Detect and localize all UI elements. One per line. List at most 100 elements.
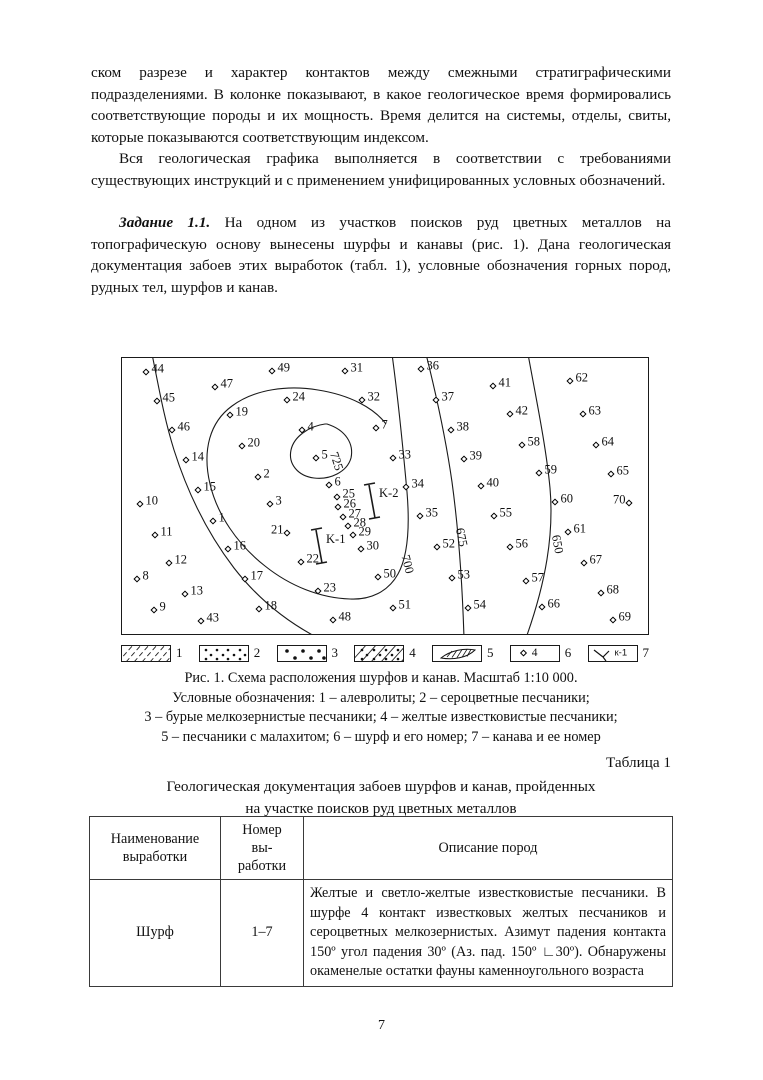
table-title-line-1: Геологическая документация забоев шурфов… bbox=[166, 778, 596, 795]
cell-rock-description: Желтые и светло-желтые известковистые пе… bbox=[303, 879, 673, 987]
survey-point: 60 bbox=[551, 492, 573, 507]
pit-marker-icon bbox=[566, 377, 574, 385]
legend-item-2: 2 bbox=[198, 644, 261, 662]
survey-point: 40 bbox=[477, 476, 499, 491]
survey-point-label: 68 bbox=[606, 582, 620, 597]
task-label: Задание 1.1. bbox=[119, 214, 211, 231]
survey-point-label: 14 bbox=[191, 449, 205, 464]
survey-point-label: 58 bbox=[527, 434, 541, 449]
survey-point-label: 22 bbox=[306, 551, 320, 566]
survey-point: 33 bbox=[389, 448, 411, 463]
survey-point: 55 bbox=[490, 506, 512, 521]
survey-point-label: 42 bbox=[515, 403, 529, 418]
contour-outer-left bbox=[152, 358, 312, 634]
col-header-name-l1: Наименование выработки bbox=[110, 831, 200, 865]
trench-marker-label: к-1 bbox=[614, 647, 628, 659]
pit-marker-icon bbox=[447, 426, 455, 434]
survey-point: 52 bbox=[433, 537, 455, 552]
legend-number-6: 6 bbox=[564, 645, 572, 660]
survey-point-label: 53 bbox=[457, 567, 471, 582]
survey-point: 61 bbox=[564, 522, 586, 537]
legend-swatch-trench-symbol: к-1 bbox=[587, 644, 638, 662]
pit-marker-icon bbox=[325, 481, 333, 489]
survey-point-label: 45 bbox=[162, 390, 176, 405]
survey-point: 58 bbox=[518, 435, 540, 450]
pit-marker-icon bbox=[238, 442, 246, 450]
pit-marker-icon bbox=[211, 383, 219, 391]
survey-point: 47 bbox=[211, 377, 233, 392]
legend-number-2: 2 bbox=[253, 645, 261, 660]
pit-marker-icon bbox=[314, 587, 322, 595]
survey-point-label: 41 bbox=[498, 375, 512, 390]
legend-swatch-lens-ore bbox=[432, 644, 482, 662]
survey-point-label: 51 bbox=[398, 597, 412, 612]
legend-number-3: 3 bbox=[331, 645, 339, 660]
pit-marker-icon bbox=[538, 603, 546, 611]
legend-swatch-dots-large bbox=[276, 644, 327, 662]
pit-marker-icon bbox=[224, 545, 232, 553]
figure-1: 725 700 675 650 K-2 K-1 44 45 46 47 49 31 36 41… bbox=[121, 357, 649, 635]
survey-point-label: 55 bbox=[499, 505, 513, 520]
geology-documentation-table: Наименование выработки Номер вы- работки… bbox=[89, 816, 673, 987]
pit-marker-icon bbox=[151, 531, 159, 539]
col-header-number-l3: работки bbox=[237, 858, 287, 874]
col-header-number-l1: Номер bbox=[242, 822, 282, 838]
pit-marker-icon bbox=[374, 573, 382, 581]
survey-point: 43 bbox=[197, 611, 219, 626]
table-title: Геологическая документация забоев шурфов… bbox=[91, 776, 671, 819]
survey-point-label: 21 bbox=[271, 522, 284, 537]
survey-point-label: 23 bbox=[323, 580, 337, 595]
cell-workings-name: Шурф bbox=[89, 879, 221, 987]
survey-point: 66 bbox=[538, 597, 560, 612]
survey-point-label: 40 bbox=[486, 475, 500, 490]
pit-marker-icon bbox=[402, 483, 410, 491]
survey-point-label: 39 bbox=[469, 448, 483, 463]
pit-marker-icon bbox=[150, 606, 158, 614]
pit-marker-icon bbox=[489, 382, 497, 390]
trench-k1-bracket bbox=[310, 527, 328, 565]
pit-marker-icon bbox=[241, 575, 249, 583]
pit-marker-icon bbox=[579, 410, 587, 418]
survey-point: 63 bbox=[579, 404, 601, 419]
survey-point: 48 bbox=[329, 610, 351, 625]
survey-point-label: 17 bbox=[250, 568, 264, 583]
pit-marker-icon bbox=[417, 365, 425, 373]
survey-point: 3 bbox=[266, 494, 282, 509]
survey-point: 29 bbox=[349, 525, 371, 540]
survey-point-label: 25 bbox=[342, 486, 356, 501]
survey-point-label: 15 bbox=[203, 479, 217, 494]
survey-point-label: 65 bbox=[616, 463, 630, 478]
survey-point-label: 43 bbox=[206, 610, 220, 625]
survey-point: 35 bbox=[416, 506, 438, 521]
survey-point: 54 bbox=[464, 598, 486, 613]
survey-point-label: 52 bbox=[442, 536, 456, 551]
survey-point: 20 bbox=[238, 436, 260, 451]
survey-point: 5 bbox=[312, 448, 328, 463]
legend-item-3: 3 bbox=[276, 644, 339, 662]
map-frame: 725 700 675 650 K-2 K-1 44 45 46 47 49 31 36 41… bbox=[121, 357, 649, 635]
survey-point: 13 bbox=[181, 584, 203, 599]
page-number: 7 bbox=[378, 1018, 385, 1033]
survey-point-label: 50 bbox=[383, 566, 397, 581]
cell-workings-number: 1–7 bbox=[220, 879, 304, 987]
survey-point-label: 59 bbox=[544, 462, 558, 477]
pit-marker-icon bbox=[168, 426, 176, 434]
survey-point-label: 49 bbox=[277, 360, 291, 375]
survey-point-label: 33 bbox=[398, 447, 412, 462]
caption-line-4: 5 – песчаники с малахитом; 6 – шурф и ег… bbox=[161, 728, 601, 745]
contour-675 bbox=[426, 358, 465, 634]
legend-item-5: 5 bbox=[432, 644, 494, 662]
legend-swatch-hatched-dashes bbox=[121, 644, 171, 662]
survey-point-label: 6 bbox=[334, 474, 341, 489]
legend-number-4: 4 bbox=[409, 645, 416, 660]
survey-point: 22 bbox=[297, 552, 319, 567]
survey-point: 68 bbox=[597, 583, 619, 598]
survey-point: 9 bbox=[150, 600, 166, 615]
table-title-line-2: на участке поисков руд цветных металлов bbox=[245, 799, 517, 817]
survey-point: 37 bbox=[432, 390, 454, 405]
survey-point-label: 57 bbox=[531, 570, 545, 585]
survey-point-label: 5 bbox=[321, 447, 328, 462]
survey-point: 23 bbox=[314, 581, 336, 596]
task-paragraph: Задание 1.1. На одном из участков поиско… bbox=[91, 212, 671, 298]
